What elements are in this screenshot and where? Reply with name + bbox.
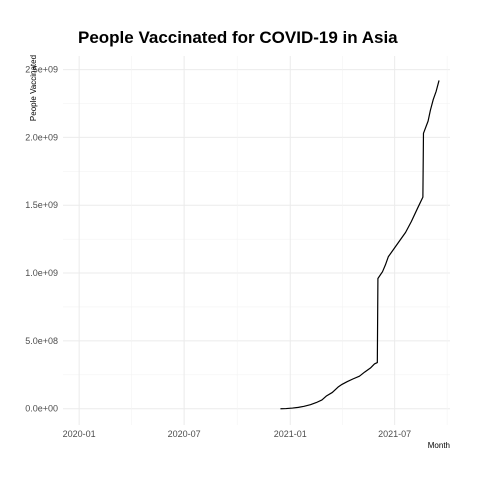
- x-axis: 2020-01 2020-07 2021-01 2021-07: [63, 429, 412, 439]
- x-tick-label: 2020-01: [63, 429, 96, 439]
- y-axis-label: People Vaccinated: [29, 55, 38, 121]
- y-tick-label: 2.0e+09: [25, 132, 58, 142]
- y-tick-label: 2.5e+09: [25, 65, 58, 75]
- series-line: [280, 80, 440, 410]
- x-tick-label: 2021-01: [274, 429, 307, 439]
- chart-title: People Vaccinated for COVID-19 in Asia: [78, 28, 398, 47]
- grid: [63, 56, 450, 425]
- x-tick-label: 2021-07: [378, 429, 411, 439]
- x-axis-label: Month: [428, 441, 450, 450]
- y-tick-label: 5.0e+08: [25, 336, 58, 346]
- y-tick-label: 1.0e+09: [25, 268, 58, 278]
- y-axis: 0.0e+00 5.0e+08 1.0e+09 1.5e+09 2.0e+09 2.5e+…: [25, 65, 58, 414]
- y-tick-label: 1.5e+09: [25, 200, 58, 210]
- x-tick-label: 2020-07: [168, 429, 201, 439]
- y-tick-label: 0.0e+00: [25, 404, 58, 414]
